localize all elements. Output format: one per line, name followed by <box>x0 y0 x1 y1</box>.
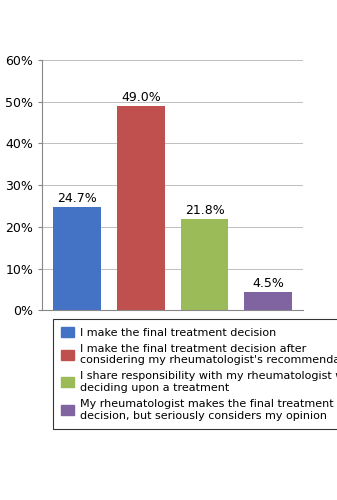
Bar <box>53 208 101 310</box>
Text: 49.0%: 49.0% <box>121 91 161 104</box>
Text: 24.7%: 24.7% <box>57 192 97 205</box>
Text: 4.5%: 4.5% <box>252 276 284 289</box>
Bar <box>244 292 292 310</box>
Bar <box>181 220 228 310</box>
Text: 21.8%: 21.8% <box>185 204 224 218</box>
Bar <box>117 106 165 310</box>
Legend: I make the final treatment decision, I make the final treatment decision after
c: I make the final treatment decision, I m… <box>53 319 337 428</box>
